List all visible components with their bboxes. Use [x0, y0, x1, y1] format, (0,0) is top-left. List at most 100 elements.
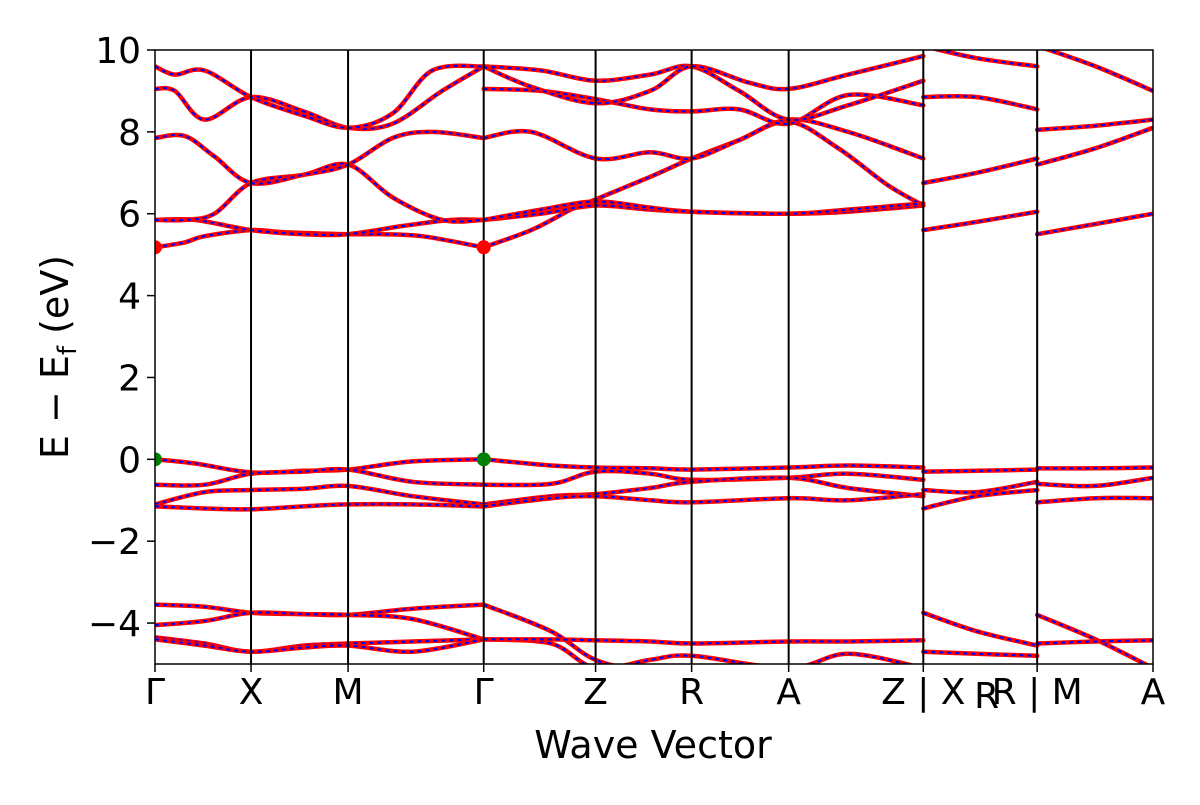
band-line-dashed	[1037, 496, 1153, 504]
y-tick-label: 4	[118, 277, 141, 318]
band-line-dashed	[1037, 639, 1153, 645]
band-line	[155, 501, 486, 512]
x-tick-label: A	[1141, 672, 1166, 713]
x-axis-title: Wave Vector	[534, 723, 772, 767]
band-line	[155, 610, 486, 642]
x-tick-label: Z | X	[881, 672, 965, 713]
x-tick-label: Γ	[145, 672, 165, 713]
band-line-dashed	[923, 157, 1038, 184]
band-line-dashed	[155, 603, 484, 617]
band-line	[481, 637, 916, 664]
band-line	[155, 216, 486, 238]
cbm-marker	[476, 240, 491, 255]
band-line	[1034, 495, 1153, 505]
band-line-dashed	[155, 468, 484, 487]
band-line-dashed	[1037, 466, 1153, 470]
x-tick-label: A	[776, 672, 801, 713]
band-line-dashed	[155, 130, 484, 185]
band-line-solid	[155, 129, 486, 186]
band-line-solid	[481, 117, 926, 162]
band-line-dashed	[1036, 613, 1148, 664]
y-axis-title-main: E − E	[33, 355, 77, 459]
band-line-dashed	[923, 480, 1038, 494]
band-line	[921, 610, 1040, 648]
band-line-solid	[1034, 125, 1153, 167]
band-line	[921, 487, 1040, 511]
band-line	[481, 468, 926, 488]
y-tick-label: 6	[118, 195, 141, 236]
band-line-solid	[921, 610, 1040, 648]
band-line	[155, 63, 486, 131]
band-line-dashed	[1037, 476, 1153, 488]
markers-layer	[155, 240, 491, 467]
band-line-dashed	[483, 55, 924, 105]
y-axis-ticks: 10 8 6 4 2 0 −2 −4	[88, 31, 155, 645]
band-line	[921, 209, 1040, 233]
band-line-dashed	[155, 638, 484, 653]
band-line-dashed	[155, 503, 484, 511]
band-line	[921, 93, 1040, 112]
band-line	[481, 491, 926, 509]
band-line-dashed	[923, 468, 1038, 473]
band-line	[1034, 638, 1153, 646]
band-line	[481, 637, 926, 646]
band-line-dashed	[155, 65, 485, 130]
band-line-solid	[481, 637, 916, 664]
band-line-solid	[930, 50, 1040, 69]
x-tick-label: M	[333, 672, 364, 713]
band-line	[481, 199, 926, 223]
band-line	[481, 117, 926, 162]
band-line-dashed	[923, 650, 1038, 657]
band-line-dashed	[483, 493, 924, 508]
x-tick-label: Γ	[474, 672, 494, 713]
x-tick-label: R | M	[992, 672, 1083, 713]
y-axis-title: E − Ef (eV)	[33, 255, 83, 459]
band-line-solid	[481, 468, 926, 488]
band-line	[1034, 125, 1153, 167]
band-line	[481, 602, 617, 664]
band-line	[155, 129, 486, 186]
band-line-solid	[155, 483, 486, 507]
band-line-dashed	[155, 458, 484, 474]
band-line-solid	[921, 487, 1040, 511]
band-line-dashed	[483, 458, 924, 471]
band-line	[1042, 50, 1153, 94]
band-line-dashed	[923, 95, 1038, 111]
band-line-dashed	[483, 200, 924, 221]
y-tick-label: −4	[88, 604, 141, 645]
band-line	[1034, 211, 1153, 237]
cbm-marker	[155, 240, 162, 255]
band-line	[481, 457, 926, 472]
bands-layer	[155, 50, 1153, 664]
band-line	[921, 156, 1040, 186]
band-line-dashed	[483, 638, 924, 645]
plot-frame	[154, 49, 1154, 665]
band-line	[930, 50, 1040, 69]
x-tick-label: R	[679, 672, 704, 713]
x-tick-label: Z	[583, 672, 608, 713]
band-line	[1034, 465, 1153, 471]
band-line-dashed	[922, 611, 1038, 647]
band-line-dashed	[155, 64, 484, 129]
y-tick-label: −2	[88, 522, 141, 563]
band-line	[1034, 117, 1153, 133]
band-line-dashed	[923, 210, 1038, 232]
y-axis-title-unit: (eV)	[33, 255, 77, 346]
band-line	[921, 479, 1040, 495]
y-tick-label: 8	[118, 113, 141, 154]
band-line	[921, 467, 1040, 474]
y-tick-label: 10	[95, 31, 141, 72]
band-line	[921, 649, 1040, 659]
y-tick-label: 2	[118, 358, 141, 399]
band-line-dashed	[483, 603, 612, 664]
y-tick-label: 0	[118, 440, 141, 481]
x-axis-ticks: Γ X M Γ Z R A Z | X R | M A R	[145, 664, 1166, 717]
kpoint-lines	[250, 50, 1039, 664]
band-line-dashed	[935, 50, 1038, 68]
band-line-dashed	[1037, 212, 1153, 236]
band-line	[1034, 475, 1153, 489]
vbm-marker	[476, 452, 491, 467]
band-line-dashed	[155, 218, 484, 236]
y-axis-title-subscript: f	[53, 345, 83, 355]
